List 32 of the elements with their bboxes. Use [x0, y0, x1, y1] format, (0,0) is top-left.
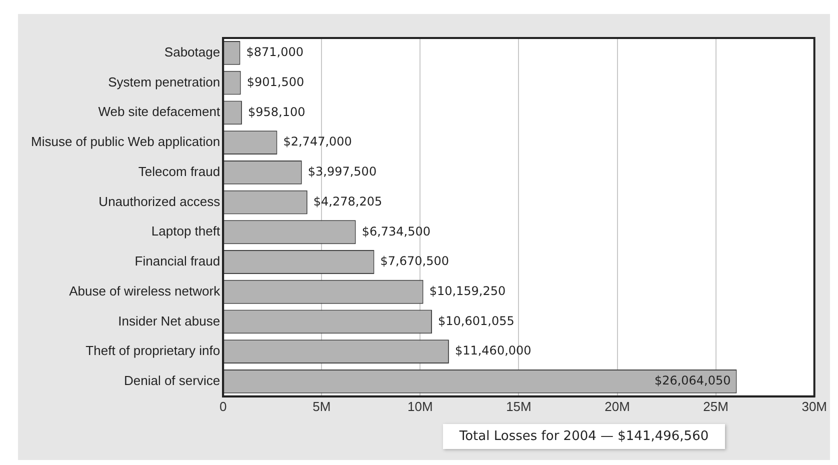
data-label: $871,000	[246, 45, 304, 60]
y-tick-label: Web site defacement	[98, 104, 220, 120]
data-label: $3,997,500	[308, 164, 377, 179]
data-label: $958,100	[248, 104, 306, 119]
x-tick-label: 0	[219, 398, 227, 414]
y-tick-label: Insider Net abuse	[118, 313, 220, 328]
y-tick-label: Theft of proprietary info	[86, 343, 220, 358]
y-tick-label: Denial of service	[124, 373, 220, 388]
data-label: $10,159,250	[429, 284, 506, 298]
y-tick-label: Sabotage	[164, 44, 220, 60]
x-tick-label: 20M	[604, 398, 630, 414]
x-tick-label: 5M	[312, 398, 331, 414]
y-tick-label: Laptop theft	[151, 224, 220, 239]
x-tick-label: 10M	[408, 398, 433, 414]
data-label: $7,670,500	[380, 254, 449, 268]
data-label: $4,278,205	[313, 194, 382, 208]
text: Total Losses for 2004 — $141,496,560	[443, 424, 725, 449]
data-label: $901,500	[246, 74, 304, 89]
data-label: $26,064,050	[654, 374, 731, 388]
data-label: $2,747,000	[283, 134, 352, 149]
y-tick-label: Financial fraud	[134, 254, 220, 269]
data-label: $6,734,500	[362, 224, 431, 238]
x-tick-label: 25M	[703, 398, 728, 414]
data-label: $10,601,055	[438, 314, 514, 328]
x-tick-label: 15M	[506, 398, 532, 414]
y-tick-label: Unauthorized access	[98, 194, 221, 209]
y-tick-label: System penetration	[108, 74, 220, 90]
y-tick-label: Misuse of public Web application	[30, 134, 220, 150]
data-label: $11,460,000	[454, 344, 532, 358]
x-tick-label: 30M	[802, 398, 828, 414]
y-tick-label: Telecom fraud	[138, 164, 220, 179]
y-tick-label: Abuse of wireless network	[69, 283, 221, 298]
